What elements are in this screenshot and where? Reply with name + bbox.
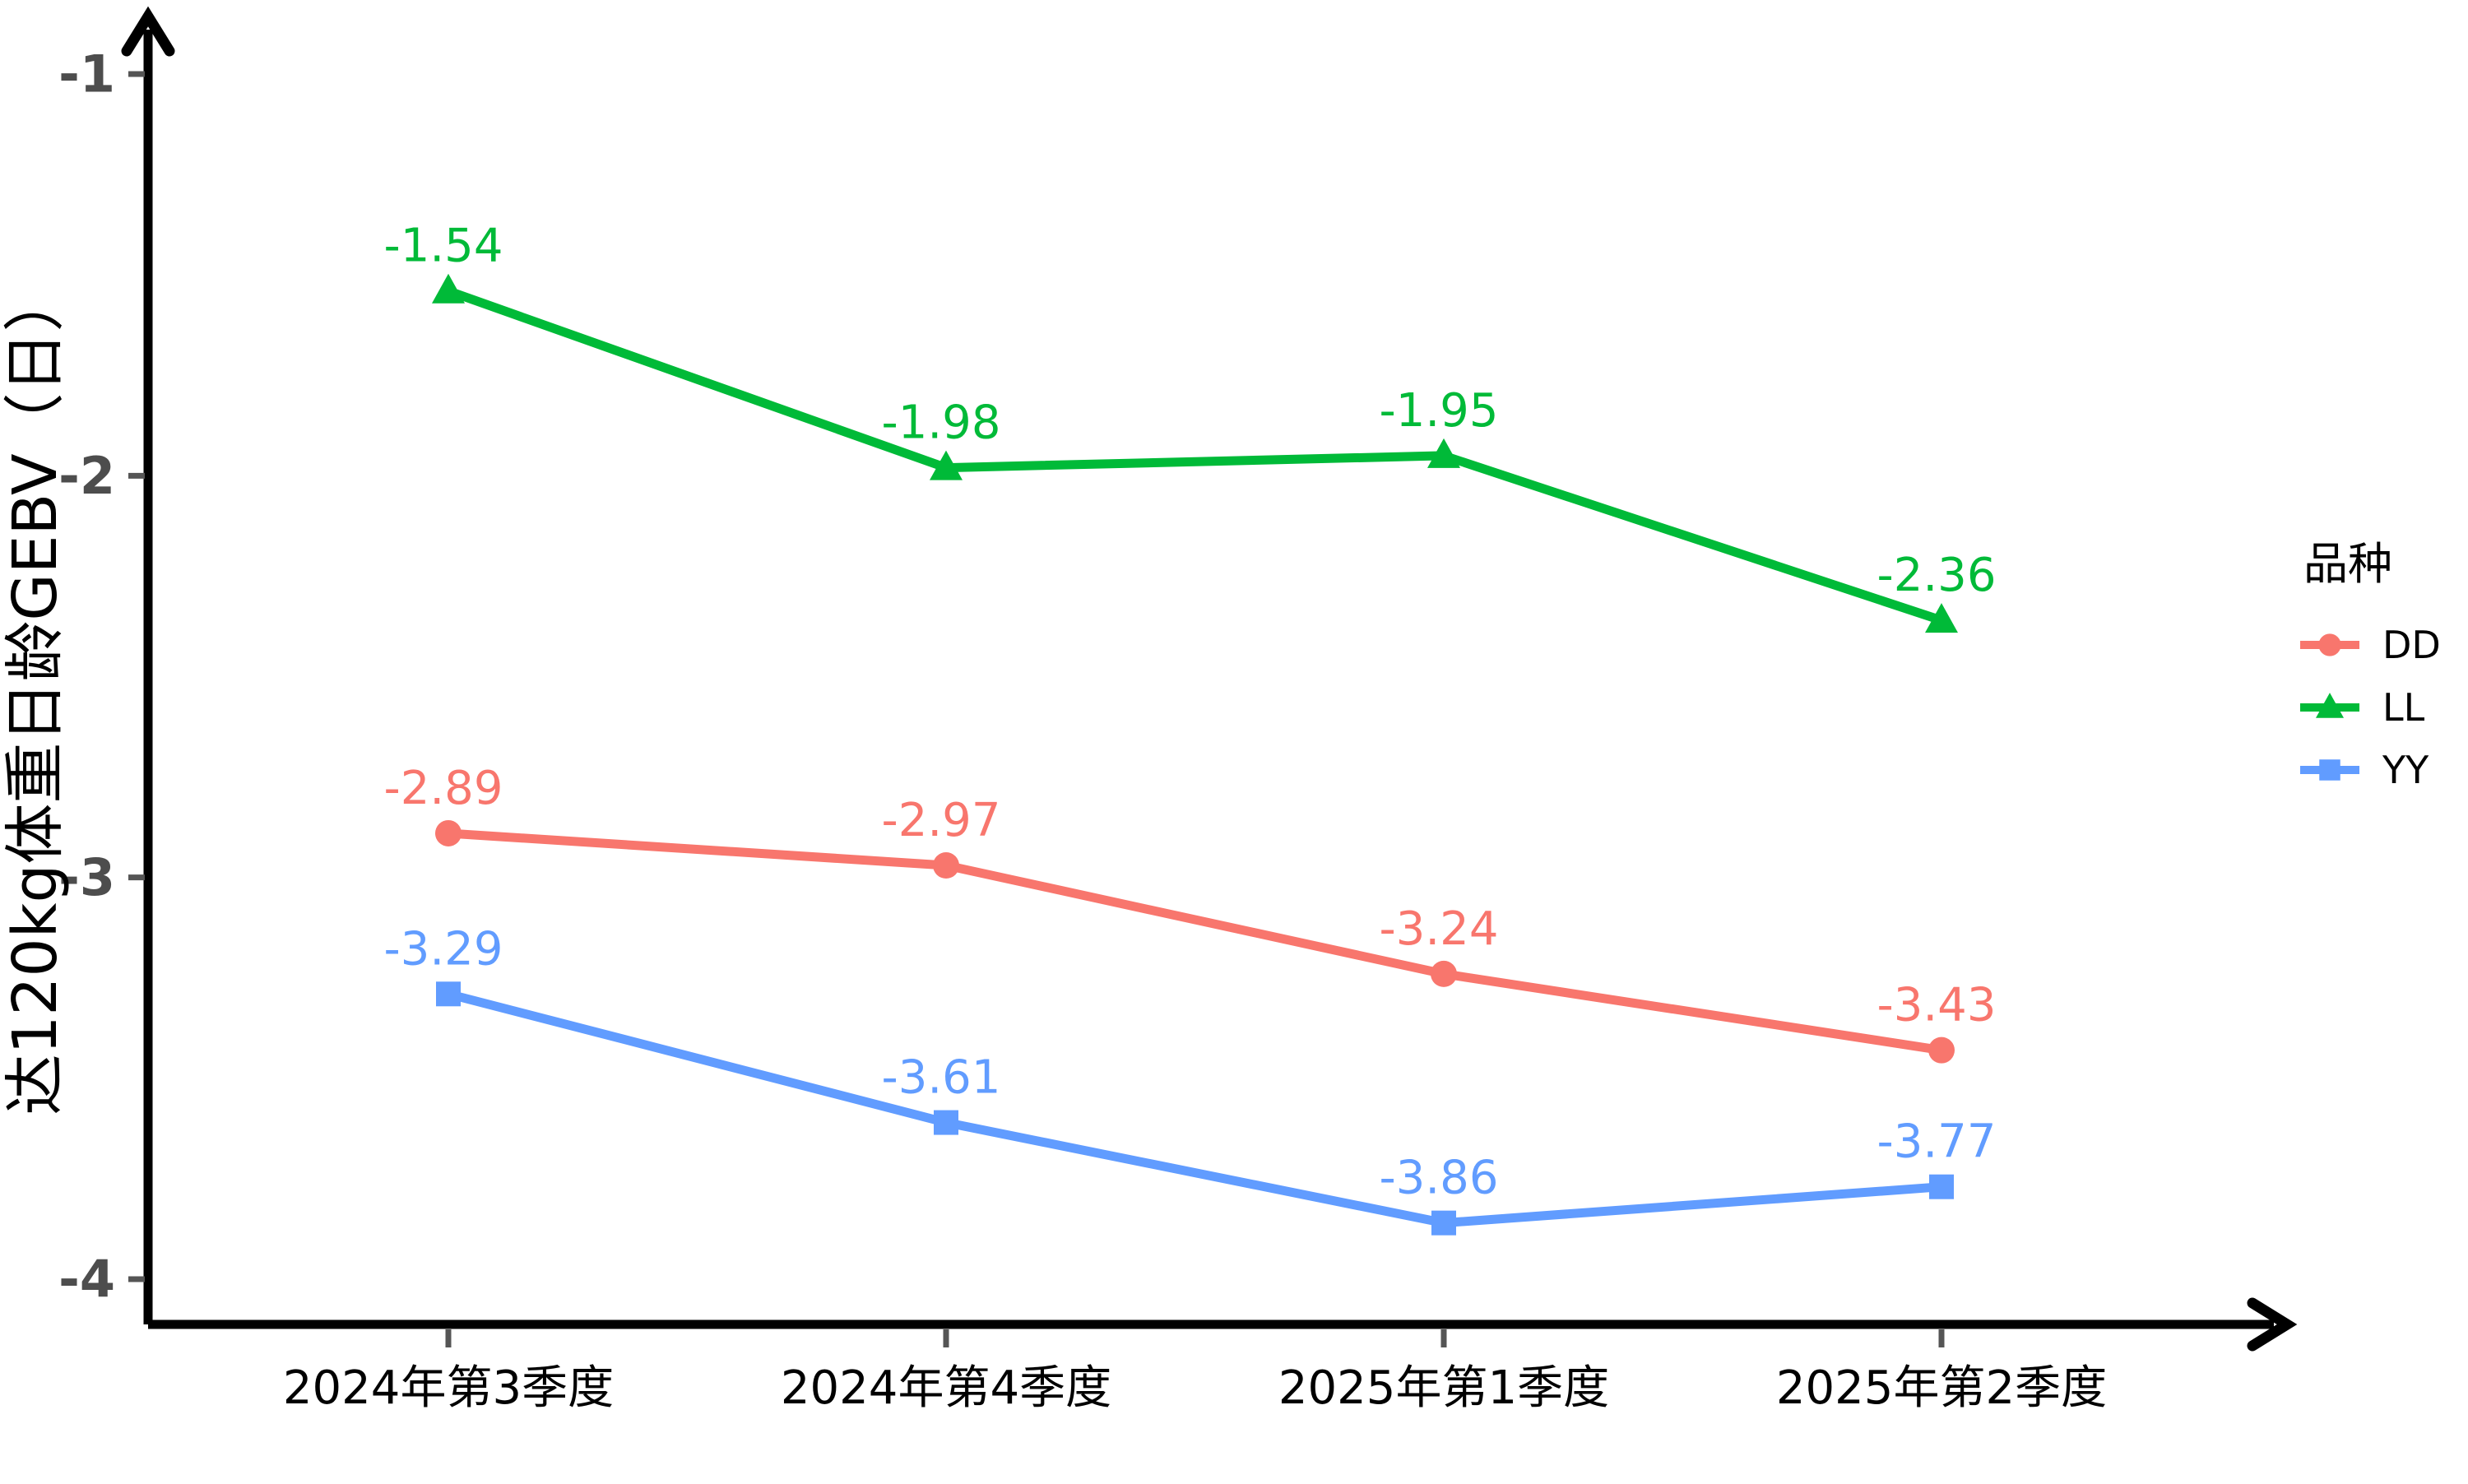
y-axis-arrow-icon <box>121 6 175 57</box>
data-point-marker-yy <box>436 981 461 1007</box>
y-tick-label: -3 <box>58 847 115 907</box>
x-category-label: 2024年第3季度 <box>283 1361 614 1415</box>
series-line-dd <box>443 828 1946 1055</box>
legend-item-label-dd: DD <box>2382 623 2441 667</box>
data-point-label-dd: -2.97 <box>882 794 1001 847</box>
x-category-label: 2024年第4季度 <box>781 1361 1111 1415</box>
data-point-marker-yy <box>1431 1210 1456 1236</box>
data-point-marker-yy <box>934 1110 958 1135</box>
data-point-label-yy: -3.86 <box>1380 1152 1499 1205</box>
series-line-ll <box>443 286 1946 625</box>
data-point-marker-dd <box>1928 1036 1955 1064</box>
legend-item-label-yy: YY <box>2382 748 2429 792</box>
y-tick-label: -4 <box>58 1250 115 1310</box>
x-axis-arrow-icon <box>2247 1297 2298 1352</box>
x-category-label: 2025年第1季度 <box>1278 1361 1609 1415</box>
data-point-marker-dd <box>435 819 462 846</box>
legend-key-marker-icon-ll <box>2316 693 2344 718</box>
y-tick-label: -1 <box>58 44 115 104</box>
data-point-label-dd: -2.89 <box>384 762 503 815</box>
data-point-marker-yy <box>1929 1174 1954 1199</box>
data-point-label-dd: -3.24 <box>1380 902 1499 956</box>
data-point-label-yy: -3.61 <box>882 1051 1001 1105</box>
data-point-marker-dd <box>933 852 959 879</box>
data-point-label-ll: -1.54 <box>384 220 503 273</box>
x-category-label: 2025年第2季度 <box>1776 1361 2107 1415</box>
legend-key-marker-icon-yy <box>2319 759 2340 781</box>
data-point-label-ll: -2.36 <box>1877 549 1997 602</box>
data-point-label-ll: -1.95 <box>1380 384 1499 438</box>
series-line-yy <box>443 989 1946 1228</box>
data-point-marker-ll <box>1925 603 1958 633</box>
data-point-label-yy: -3.29 <box>384 922 503 976</box>
data-point-label-dd: -3.43 <box>1877 979 1997 1032</box>
y-tick-label: -2 <box>58 446 115 506</box>
y-axis-title: 达120kg体重日龄GEBV（日） <box>0 271 71 1115</box>
legend-item-label-ll: LL <box>2382 685 2425 730</box>
legend-key-marker-icon-dd <box>2318 633 2341 656</box>
data-point-marker-ll <box>432 273 465 304</box>
data-point-marker-dd <box>1431 960 1457 987</box>
data-point-marker-ll <box>1427 438 1460 468</box>
data-point-marker-ll <box>930 450 963 480</box>
data-point-label-yy: -3.77 <box>1877 1115 1997 1169</box>
legend-title: 品种 <box>2303 538 2392 590</box>
data-point-label-ll: -1.98 <box>882 397 1001 450</box>
